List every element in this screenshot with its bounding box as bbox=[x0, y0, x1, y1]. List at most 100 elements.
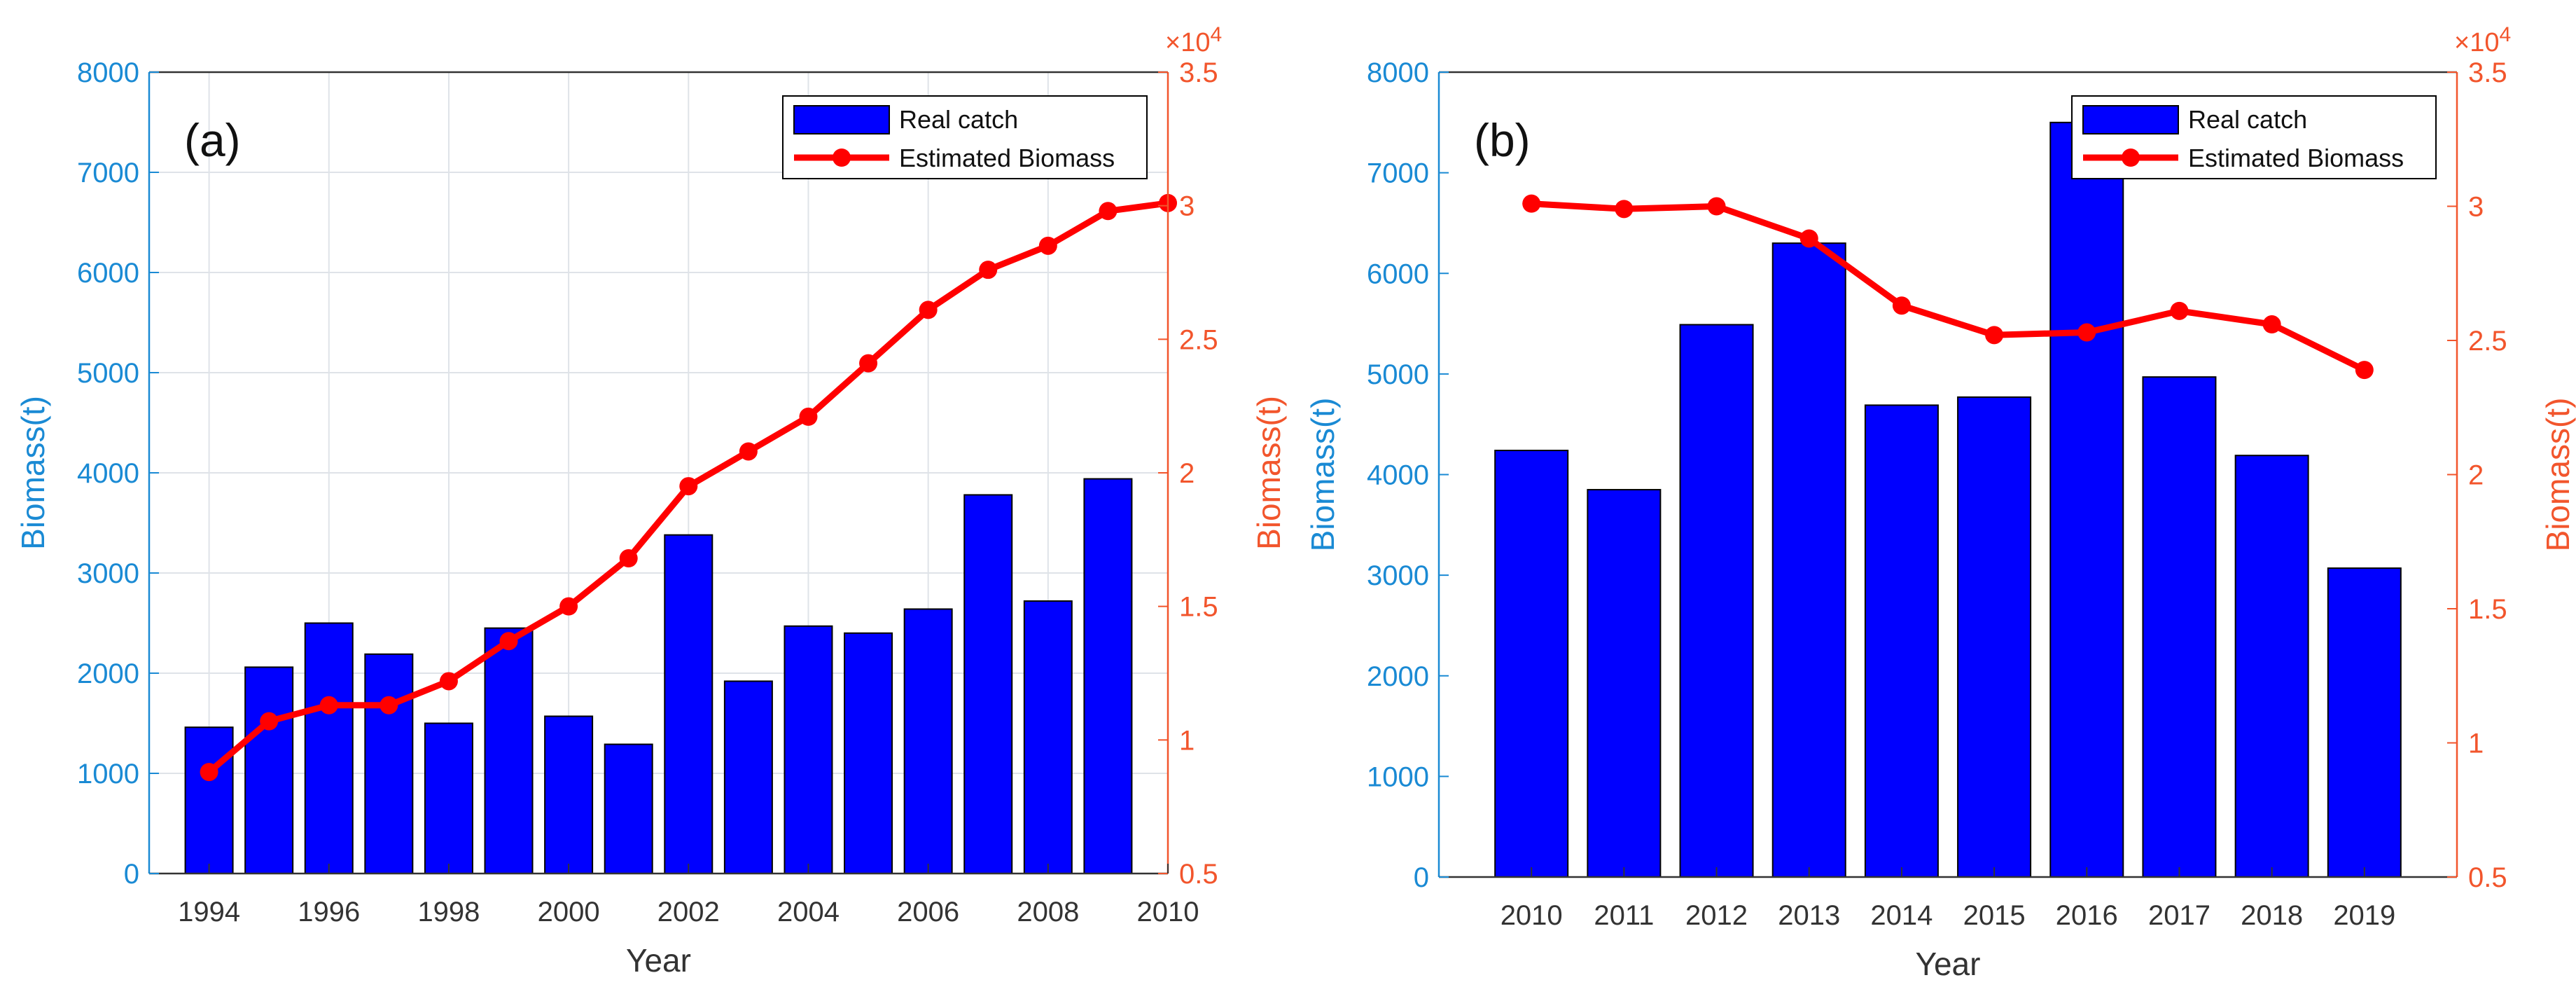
left-tick-label: 4000 bbox=[77, 458, 139, 489]
x-tick-label: 1994 bbox=[178, 897, 240, 927]
point-estimated-biomass-2011 bbox=[1615, 200, 1634, 219]
right-tick-label: 1.5 bbox=[2468, 594, 2507, 625]
point-estimated-biomass-2009 bbox=[1099, 202, 1118, 221]
left-tick-label: 2000 bbox=[77, 658, 139, 689]
point-estimated-biomass-2019 bbox=[2355, 361, 2374, 380]
y-axis-label-right: Biomass(t) bbox=[1251, 396, 1287, 550]
exponent-power: 4 bbox=[1210, 23, 1222, 46]
bar-real-catch-2019 bbox=[2327, 567, 2402, 878]
panel-label: (b) bbox=[1474, 114, 1531, 166]
point-estimated-biomass-2012 bbox=[1707, 197, 1726, 216]
x-tick-label: 2002 bbox=[657, 897, 720, 927]
point-estimated-biomass-2016 bbox=[2077, 323, 2096, 342]
point-estimated-biomass-2005 bbox=[859, 354, 878, 373]
left-tick-label: 1000 bbox=[77, 759, 139, 789]
right-tick-label: 3 bbox=[1179, 191, 1195, 222]
right-tick-label: 1.5 bbox=[1179, 592, 1218, 623]
bar-real-catch-2002 bbox=[664, 534, 713, 874]
x-tick-label: 2000 bbox=[538, 897, 600, 927]
legend-marker-estimated-biomass bbox=[833, 149, 851, 167]
panel-a: 0 1000 2000 3000 4000 5000 6000 7000 8000 0.5 1 1.5… bbox=[15, 23, 1287, 979]
point-estimated-biomass-2018 bbox=[2262, 315, 2281, 334]
legend-label-estimated-biomass: Estimated Biomass bbox=[2188, 144, 2404, 172]
x-tick-label: 2014 bbox=[1870, 900, 1933, 931]
left-tick-label: 6000 bbox=[1367, 258, 1429, 289]
point-estimated-biomass-2008 bbox=[1038, 236, 1057, 255]
left-tick-label: 1000 bbox=[1367, 761, 1429, 792]
point-estimated-biomass-2001 bbox=[619, 549, 638, 568]
left-tick-label: 6000 bbox=[77, 258, 139, 289]
left-tick-label: 5000 bbox=[1367, 359, 1429, 390]
point-estimated-biomass-2010 bbox=[1522, 194, 1541, 213]
exponent-base: ×10 bbox=[2454, 28, 2499, 57]
point-estimated-biomass-1997 bbox=[380, 696, 398, 715]
bar-real-catch-2018 bbox=[2234, 455, 2309, 878]
x-tick-label: 2008 bbox=[1017, 897, 1079, 927]
left-tick-label: 8000 bbox=[77, 57, 139, 88]
point-estimated-biomass-1994 bbox=[200, 763, 218, 782]
x-tick-label: 2015 bbox=[1963, 900, 2026, 931]
line-estimated-biomass bbox=[1531, 200, 2366, 373]
bar-real-catch-2004 bbox=[784, 625, 833, 874]
point-estimated-biomass-1995 bbox=[260, 712, 279, 731]
legend-label-real-catch: Real catch bbox=[2188, 105, 2307, 134]
legend-marker-estimated-biomass bbox=[2122, 149, 2140, 167]
left-tick-label: 2000 bbox=[1367, 661, 1429, 692]
right-tick-label: 3 bbox=[2468, 192, 2484, 223]
legend-swatch-real-catch bbox=[793, 105, 890, 134]
bar-real-catch-1999 bbox=[484, 627, 534, 875]
point-estimated-biomass-1999 bbox=[499, 632, 518, 651]
left-tick-label: 7000 bbox=[77, 158, 139, 188]
x-axis-label: Year bbox=[626, 942, 691, 979]
x-tick-label: 2017 bbox=[2148, 900, 2211, 931]
exponent-base: ×10 bbox=[1165, 28, 1210, 57]
right-tick-label: 2.5 bbox=[1179, 324, 1218, 355]
right-tick-label: 0.5 bbox=[1179, 859, 1218, 890]
right-tick-label: 1 bbox=[2468, 729, 2484, 759]
bar-real-catch-2001 bbox=[604, 743, 653, 875]
point-estimated-biomass-2014 bbox=[1892, 296, 1911, 315]
bar-real-catch-2008 bbox=[1023, 600, 1073, 874]
left-tick-label: 3000 bbox=[1367, 560, 1429, 591]
right-tick-label: 2.5 bbox=[2468, 326, 2507, 357]
x-tick-label: 2010 bbox=[1501, 900, 1563, 931]
bar-real-catch-1994 bbox=[184, 726, 234, 874]
point-estimated-biomass-2002 bbox=[679, 477, 698, 496]
point-estimated-biomass-2017 bbox=[2170, 301, 2189, 320]
bar-real-catch-2009 bbox=[1083, 478, 1133, 874]
bar-real-catch-2017 bbox=[2142, 376, 2217, 878]
right-tick-label: 2 bbox=[1179, 458, 1195, 489]
bar-real-catch-2011 bbox=[1587, 489, 1662, 878]
x-tick-label: 2004 bbox=[777, 897, 840, 927]
bar-real-catch-1998 bbox=[424, 722, 473, 874]
left-tick-label: 0 bbox=[1414, 862, 1429, 893]
x-tick-label: 2010 bbox=[1137, 897, 1199, 927]
x-tick-label: 2013 bbox=[1778, 900, 1840, 931]
point-estimated-biomass-2007 bbox=[979, 261, 998, 279]
left-tick-label: 7000 bbox=[1367, 158, 1429, 189]
panel-b: 0 1000 2000 3000 4000 5000 6000 7000 8000 0.5 1 1.5… bbox=[1304, 23, 2576, 982]
x-tick-label: 2016 bbox=[2056, 900, 2118, 931]
point-estimated-biomass-2015 bbox=[1985, 326, 2004, 345]
point-estimated-biomass-2003 bbox=[739, 442, 758, 461]
left-tick-label: 0 bbox=[124, 859, 139, 890]
left-tick-label: 8000 bbox=[1367, 57, 1429, 88]
point-estimated-biomass-1998 bbox=[439, 672, 458, 691]
bar-real-catch-2010 bbox=[1494, 450, 1569, 878]
x-tick-label: 2019 bbox=[2333, 900, 2395, 931]
y-axis-label-left: Biomass(t) bbox=[15, 396, 51, 550]
left-tick-label: 5000 bbox=[77, 358, 139, 389]
point-estimated-biomass-2006 bbox=[919, 301, 938, 319]
panel-label: (a) bbox=[184, 114, 241, 166]
y-axis-label-right: Biomass(t) bbox=[2540, 398, 2576, 552]
bar-real-catch-2013 bbox=[1771, 242, 1846, 878]
x-tick-label: 2006 bbox=[897, 897, 959, 927]
bar-real-catch-1997 bbox=[364, 653, 414, 875]
x-tick-label: 1998 bbox=[417, 897, 480, 927]
left-tick-label: 3000 bbox=[77, 558, 139, 589]
left-tick-label: 4000 bbox=[1367, 460, 1429, 491]
right-tick-label: 3.5 bbox=[1179, 57, 1218, 88]
legend-label-real-catch: Real catch bbox=[899, 105, 1018, 134]
bar-real-catch-2006 bbox=[903, 608, 953, 874]
